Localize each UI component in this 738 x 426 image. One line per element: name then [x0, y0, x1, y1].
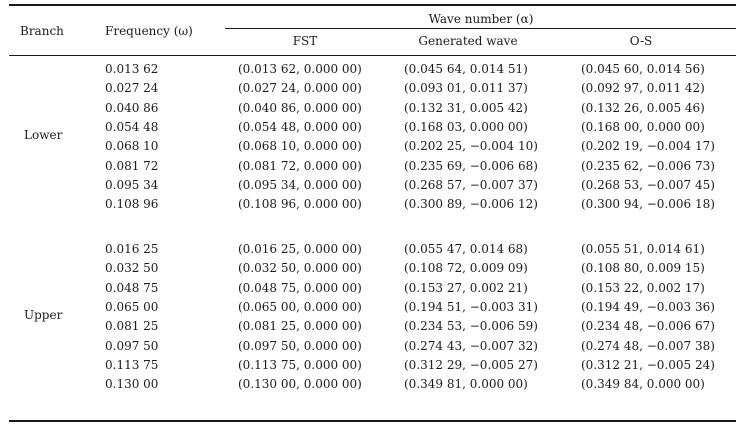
wave-number-underline — [225, 28, 736, 29]
frequency-cell: 0.081 25 — [105, 319, 159, 334]
generated-wave-cell: (0.108 72, 0.009 09) — [404, 261, 528, 276]
fst-cell: (0.130 00, 0.000 00) — [238, 377, 362, 392]
generated-wave-cell: (0.045 64, 0.014 51) — [404, 62, 528, 76]
frequency-cell: 0.013 62 — [105, 62, 159, 76]
data-table: Branch Frequency (ω) Wave number (α) FST… — [9, 4, 736, 422]
fst-cell: (0.040 86, 0.000 00) — [238, 100, 362, 115]
generated-wave-cell: (0.235 69, −0.006 68) — [404, 158, 538, 173]
frequency-cell: 0.108 96 — [105, 197, 159, 212]
generated-wave-cell: (0.093 01, 0.011 37) — [404, 81, 528, 96]
branch-header: Branch — [20, 24, 64, 38]
branch-label-lower: Lower — [24, 128, 63, 142]
wave-number-header: Wave number (α) — [428, 12, 534, 26]
frequency-cell: 0.113 75 — [105, 357, 159, 372]
os-cell: (0.274 48, −0.007 38) — [581, 338, 715, 353]
os-cell: (0.202 19, −0.004 17) — [581, 139, 715, 154]
frequency-cell: 0.095 34 — [105, 177, 159, 192]
fst-header: FST — [292, 34, 318, 48]
generated-wave-cell: (0.268 57, −0.007 37) — [404, 177, 538, 192]
fst-cell: (0.108 96, 0.000 00) — [238, 197, 362, 212]
os-cell: (0.194 49, −0.003 36) — [581, 299, 715, 314]
frequency-cell: 0.016 25 — [105, 242, 159, 256]
generated-wave-cell: (0.312 29, −0.005 27) — [404, 357, 538, 372]
os-cell: (0.235 62, −0.006 73) — [581, 158, 715, 173]
generated-wave-cell: (0.274 43, −0.007 32) — [404, 338, 538, 353]
frequency-cell: 0.040 86 — [105, 100, 159, 115]
os-cell: (0.132 26, 0.005 46) — [581, 100, 705, 115]
frequency-cell: 0.048 75 — [105, 280, 159, 295]
fst-cell: (0.081 25, 0.000 00) — [238, 319, 362, 334]
frequency-cell: 0.081 72 — [105, 158, 159, 173]
os-cell: (0.108 80, 0.009 15) — [581, 261, 705, 276]
generated-wave-cell: (0.194 51, −0.003 31) — [404, 299, 538, 314]
os-cell: (0.045 60, 0.014 56) — [581, 62, 705, 76]
os-cell: (0.055 51, 0.014 61) — [581, 242, 705, 256]
branch-label-upper: Upper — [24, 308, 63, 322]
fst-cell: (0.095 34, 0.000 00) — [238, 177, 362, 192]
os-cell: (0.300 94, −0.006 18) — [581, 197, 715, 212]
generated-wave-cell: (0.168 03, 0.000 00) — [404, 119, 528, 134]
frequency-cell: 0.054 48 — [105, 119, 159, 134]
fst-cell: (0.054 48, 0.000 00) — [238, 119, 362, 134]
generated-wave-cell: (0.055 47, 0.014 68) — [404, 242, 528, 256]
os-cell: (0.153 22, 0.002 17) — [581, 280, 705, 295]
header-rule — [9, 55, 736, 56]
os-cell: (0.268 53, −0.007 45) — [581, 177, 715, 192]
fst-cell: (0.027 24, 0.000 00) — [238, 81, 362, 96]
frequency-cell: 0.027 24 — [105, 81, 159, 96]
os-cell: (0.168 00, 0.000 00) — [581, 119, 705, 134]
os-cell: (0.092 97, 0.011 42) — [581, 81, 705, 96]
fst-cell: (0.048 75, 0.000 00) — [238, 280, 362, 295]
frequency-cell: 0.068 10 — [105, 139, 159, 154]
frequency-cell: 0.097 50 — [105, 338, 159, 353]
frequency-header: Frequency (ω) — [105, 24, 193, 38]
generated-wave-cell: (0.300 89, −0.006 12) — [404, 197, 538, 212]
fst-cell: (0.097 50, 0.000 00) — [238, 338, 362, 353]
fst-cell: (0.032 50, 0.000 00) — [238, 261, 362, 276]
fst-cell: (0.068 10, 0.000 00) — [238, 139, 362, 154]
bottom-rule — [9, 420, 736, 422]
fst-cell: (0.065 00, 0.000 00) — [238, 299, 362, 314]
os-cell: (0.349 84, 0.000 00) — [581, 377, 705, 392]
frequency-cell: 0.032 50 — [105, 261, 159, 276]
generated-wave-cell: (0.349 81, 0.000 00) — [404, 377, 528, 392]
fst-cell: (0.081 72, 0.000 00) — [238, 158, 362, 173]
frequency-cell: 0.130 00 — [105, 377, 159, 392]
top-rule — [9, 4, 736, 6]
generated-wave-cell: (0.153 27, 0.002 21) — [404, 280, 528, 295]
frequency-cell: 0.065 00 — [105, 299, 159, 314]
fst-cell: (0.013 62, 0.000 00) — [238, 62, 362, 76]
os-cell: (0.234 48, −0.006 67) — [581, 319, 715, 334]
fst-cell: (0.113 75, 0.000 00) — [238, 357, 362, 372]
os-cell: (0.312 21, −0.005 24) — [581, 357, 715, 372]
generated-wave-cell: (0.234 53, −0.006 59) — [404, 319, 538, 334]
os-header: O-S — [629, 34, 653, 48]
generated-wave-cell: (0.202 25, −0.004 10) — [404, 139, 538, 154]
fst-cell: (0.016 25, 0.000 00) — [238, 242, 362, 256]
generated-wave-header: Generated wave — [418, 34, 518, 48]
generated-wave-cell: (0.132 31, 0.005 42) — [404, 100, 528, 115]
